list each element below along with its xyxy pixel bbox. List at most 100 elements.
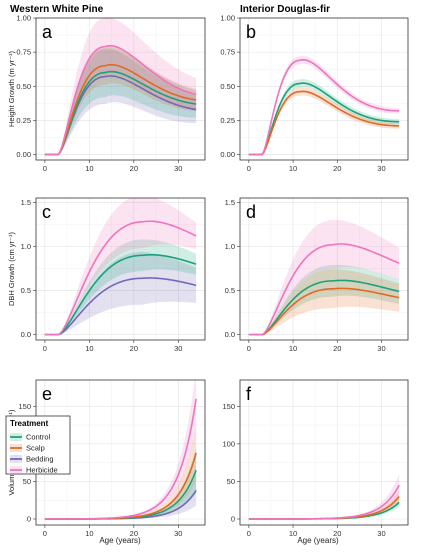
panel-frame bbox=[239, 379, 409, 526]
x-tick-label: 0 bbox=[43, 164, 47, 173]
panel-label-e: e bbox=[42, 384, 52, 404]
series-line-control bbox=[248, 279, 400, 336]
x-tick-label: 20 bbox=[130, 529, 138, 538]
panel-label-c: c bbox=[42, 202, 51, 222]
x-tick-label: 10 bbox=[289, 344, 297, 353]
legend-label-bedding: Bedding bbox=[26, 455, 54, 464]
y-tick-label: 0.75 bbox=[220, 48, 235, 57]
panel-frame bbox=[35, 17, 206, 161]
y-tick-label: 1.5 bbox=[21, 198, 31, 207]
panel-label-d: d bbox=[246, 202, 256, 222]
y-tick-label: 0.50 bbox=[220, 82, 235, 91]
panel-label-a: a bbox=[42, 22, 53, 42]
y-axis-label-a: Height Growth (m yr⁻¹) bbox=[7, 50, 16, 127]
y-tick-label: 1.00 bbox=[16, 14, 31, 23]
y-tick-label: 0.5 bbox=[21, 286, 31, 295]
y-tick-label: 0 bbox=[27, 514, 31, 523]
legend-label-control: Control bbox=[26, 433, 51, 442]
panel-b: 0 10 20 30 0.00 0.25 0.50 0.75 1.00 b bbox=[220, 14, 409, 173]
x-tick-label: 30 bbox=[174, 344, 182, 353]
panel-c: 0 10 20 30 0.0 0.5 1.0 1.5 c DBH Growth (cm yr⁻¹) bbox=[7, 197, 206, 353]
series-line-control bbox=[248, 82, 400, 156]
y-tick-label: 0.00 bbox=[16, 150, 31, 159]
column-title-interior-douglas-fir: Interior Douglas-fir bbox=[240, 4, 330, 15]
y-tick-label: 100 bbox=[222, 439, 235, 448]
x-tick-label: 30 bbox=[377, 529, 385, 538]
x-tick-label: 30 bbox=[377, 164, 385, 173]
x-tick-label: 0 bbox=[43, 344, 47, 353]
x-tick-label: 0 bbox=[247, 344, 251, 353]
panel-d: 0 10 20 30 0.0 0.5 1.0 1.5 d bbox=[225, 197, 409, 353]
legend-title: Treatment bbox=[10, 419, 49, 428]
panel-frame bbox=[35, 197, 206, 341]
series-line-herbicide bbox=[248, 243, 400, 336]
x-tick-label: 20 bbox=[130, 164, 138, 173]
y-tick-label: 0.5 bbox=[225, 286, 235, 295]
x-tick-label: 20 bbox=[333, 164, 341, 173]
y-tick-label: 150 bbox=[18, 402, 31, 411]
x-tick-label: 10 bbox=[85, 164, 93, 173]
series-line-scalp bbox=[248, 287, 400, 336]
series-line-scalp bbox=[44, 63, 197, 156]
confidence-band-control bbox=[44, 239, 197, 335]
confidence-band-bedding bbox=[44, 49, 197, 155]
x-tick-label: 20 bbox=[130, 344, 138, 353]
series-line-scalp bbox=[248, 90, 400, 156]
x-tick-label: 10 bbox=[289, 529, 297, 538]
legend-label-herbicide: Herbicide bbox=[26, 466, 58, 475]
confidence-band-herbicide bbox=[44, 198, 197, 335]
series-line-herbicide bbox=[44, 398, 197, 520]
confidence-band-scalp bbox=[248, 87, 400, 155]
legend-label-scalp: Scalp bbox=[26, 444, 45, 453]
legend-box bbox=[5, 415, 71, 475]
x-tick-label: 30 bbox=[174, 529, 182, 538]
y-axis-label-c: DBH Growth (cm yr⁻¹) bbox=[7, 232, 16, 306]
confidence-band-scalp bbox=[248, 269, 400, 335]
panel-f: 0 10 20 30 0 50 100 150 f bbox=[222, 379, 409, 538]
x-axis-label-e: Age (years) bbox=[99, 536, 141, 545]
y-tick-label: 0.25 bbox=[16, 116, 31, 125]
series-line-herbicide bbox=[248, 484, 400, 520]
confidence-band-herbicide bbox=[248, 55, 400, 155]
x-tick-label: 0 bbox=[43, 529, 47, 538]
y-tick-label: 50 bbox=[227, 477, 235, 486]
y-tick-label: 1.0 bbox=[225, 242, 235, 251]
y-tick-label: 1.5 bbox=[225, 198, 235, 207]
confidence-band-herbicide bbox=[44, 18, 197, 155]
y-tick-label: 0.50 bbox=[16, 82, 31, 91]
y-tick-label: 50 bbox=[23, 477, 31, 486]
x-tick-label: 30 bbox=[174, 164, 182, 173]
y-tick-label: 0.0 bbox=[21, 330, 31, 339]
x-tick-label: 30 bbox=[377, 344, 385, 353]
panel-label-b: b bbox=[246, 22, 256, 42]
x-tick-label: 20 bbox=[333, 344, 341, 353]
y-tick-label: 1.0 bbox=[21, 242, 31, 251]
legend: Treatment Control Scalp Bedding Herbicide bbox=[5, 415, 71, 475]
series-line-herbicide bbox=[44, 220, 197, 336]
x-tick-label: 20 bbox=[333, 529, 341, 538]
panel-a: 0 10 20 30 0.00 0.25 0.50 0.75 1.00 a Height Growt… bbox=[7, 14, 206, 173]
series-line-bedding bbox=[44, 277, 197, 336]
series-line-herbicide bbox=[248, 58, 400, 156]
x-tick-label: 0 bbox=[247, 164, 251, 173]
panel-frame bbox=[239, 17, 409, 161]
y-tick-label: 0.75 bbox=[16, 48, 31, 57]
y-tick-label: 0.25 bbox=[220, 116, 235, 125]
column-title-western-white-pine: Western White Pine bbox=[10, 4, 104, 15]
confidence-band-bedding bbox=[44, 251, 197, 335]
y-tick-label: 0 bbox=[231, 514, 235, 523]
y-tick-label: 1.00 bbox=[220, 14, 235, 23]
x-tick-label: 10 bbox=[289, 164, 297, 173]
series-line-control bbox=[44, 253, 197, 336]
panel-label-f: f bbox=[246, 384, 252, 404]
series-line-herbicide bbox=[44, 44, 197, 156]
confidence-band-herbicide bbox=[248, 219, 400, 335]
y-tick-label: 150 bbox=[222, 402, 235, 411]
confidence-band-control bbox=[248, 79, 400, 155]
y-tick-label: 0.00 bbox=[220, 150, 235, 159]
panel-frame bbox=[239, 197, 409, 341]
x-tick-label: 0 bbox=[247, 529, 251, 538]
y-tick-label: 0.0 bbox=[225, 330, 235, 339]
